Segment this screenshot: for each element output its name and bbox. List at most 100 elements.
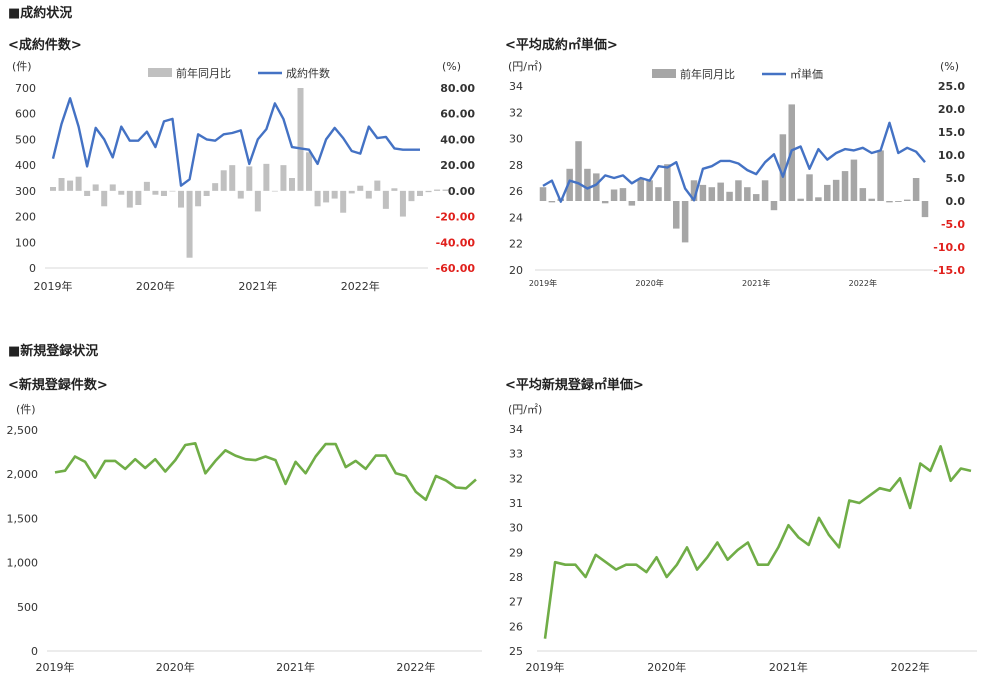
x-tick-label: 2019年 bbox=[529, 278, 557, 288]
y-tick-label: 500 bbox=[17, 601, 38, 614]
bar-yoy bbox=[365, 190, 372, 199]
y-left-tick-label: 26 bbox=[509, 185, 523, 198]
y-left-tick-label: 500 bbox=[15, 133, 36, 146]
bar-yoy bbox=[832, 179, 840, 201]
x-tick-label: 2021年 bbox=[742, 278, 770, 288]
y-left-unit-label: (件) bbox=[12, 60, 32, 73]
y-right-tick-label: 60.00 bbox=[440, 108, 475, 121]
x-tick-label: 2021年 bbox=[276, 660, 315, 674]
bar-yoy bbox=[548, 201, 556, 203]
y-right-tick-label: 80.00 bbox=[440, 82, 475, 95]
y-right-tick-label: 0.00 bbox=[448, 185, 475, 198]
bar-yoy bbox=[306, 152, 313, 191]
bar-yoy bbox=[314, 190, 321, 207]
y-right-tick-label: 5.0 bbox=[946, 172, 966, 185]
bar-yoy bbox=[280, 165, 287, 191]
bar-yoy bbox=[331, 190, 338, 199]
y-tick-label: 29 bbox=[509, 546, 523, 559]
y-tick-label: 28 bbox=[509, 571, 523, 584]
bar-yoy bbox=[593, 173, 600, 201]
y-right-tick-label: -5.0 bbox=[941, 218, 965, 231]
x-tick-label: 2022年 bbox=[396, 660, 435, 674]
bar-yoy bbox=[770, 201, 778, 211]
bar-yoy bbox=[752, 194, 760, 201]
bar-yoy bbox=[399, 190, 406, 217]
y-tick-label: 33 bbox=[509, 448, 523, 461]
bar-yoy bbox=[744, 187, 751, 201]
legend-label-bar: 前年同月比 bbox=[680, 67, 735, 81]
bar-yoy bbox=[815, 197, 822, 201]
y-tick-label: 26 bbox=[509, 620, 523, 633]
bar-yoy bbox=[912, 178, 920, 201]
series-line bbox=[51, 97, 420, 187]
bar-yoy bbox=[126, 190, 133, 208]
y-tick-label: 1,500 bbox=[7, 512, 39, 525]
bar-yoy bbox=[868, 198, 875, 201]
bar-yoy bbox=[761, 180, 769, 201]
y-right-tick-label: -60.00 bbox=[436, 262, 476, 275]
x-tick-label: 2019年 bbox=[526, 660, 565, 674]
y-tick-label: 2,500 bbox=[7, 424, 39, 437]
y-right-tick-label: -20.00 bbox=[436, 211, 476, 224]
y-tick-label: 32 bbox=[509, 472, 523, 485]
bar-yoy bbox=[434, 189, 441, 191]
bar-yoy bbox=[340, 190, 347, 213]
y-tick-label: 0 bbox=[31, 645, 38, 658]
bar-yoy bbox=[797, 198, 804, 201]
bar-yoy bbox=[271, 190, 278, 192]
bar-yoy bbox=[655, 187, 662, 201]
bar-yoy bbox=[664, 164, 671, 201]
bar-yoy bbox=[903, 199, 911, 201]
bar-yoy bbox=[263, 163, 270, 191]
bar-yoy bbox=[288, 178, 295, 191]
bar-yoy bbox=[726, 191, 733, 201]
bar-yoy bbox=[425, 190, 432, 193]
bar-yoy bbox=[417, 190, 423, 196]
bar-yoy bbox=[708, 187, 716, 201]
bar-yoy bbox=[229, 165, 236, 191]
x-tick-label: 2021年 bbox=[238, 279, 277, 293]
bar-yoy bbox=[859, 188, 867, 201]
bar-yoy bbox=[101, 190, 108, 207]
y-right-tick-label: 10.0 bbox=[938, 149, 965, 162]
y-tick-label: 31 bbox=[509, 497, 523, 510]
y-left-tick-label: 20 bbox=[509, 264, 523, 277]
bar-yoy bbox=[690, 180, 698, 201]
bar-yoy bbox=[118, 190, 125, 195]
x-tick-label: 2020年 bbox=[647, 660, 686, 674]
y-unit-label: (件) bbox=[16, 403, 36, 416]
bar-yoy bbox=[717, 182, 724, 201]
y-left-tick-label: 600 bbox=[15, 108, 36, 121]
chart-contracts-count: 700 600 500 400 300 200 100 0 80.00 60.00 40.00 20.… bbox=[12, 60, 476, 293]
y-right-tick-label: 25.0 bbox=[938, 80, 965, 93]
y-tick-label: 30 bbox=[509, 522, 523, 535]
bar-yoy bbox=[135, 190, 142, 205]
section-title-registrations: ■新規登録状況 bbox=[8, 344, 99, 359]
bar-yoy bbox=[806, 174, 813, 201]
bar-yoy bbox=[92, 184, 99, 191]
y-right-tick-label: 40.00 bbox=[440, 133, 475, 146]
y-tick-label: 34 bbox=[509, 423, 523, 436]
y-tick-label: 25 bbox=[509, 645, 523, 658]
y-tick-label: 27 bbox=[509, 596, 523, 609]
bar-yoy bbox=[323, 190, 330, 203]
bar-yoy bbox=[619, 188, 627, 201]
bar-yoy bbox=[886, 201, 893, 203]
legend-label-line: 成約件数 bbox=[286, 66, 330, 80]
y-left-tick-label: 100 bbox=[15, 236, 36, 249]
y-left-tick-label: 34 bbox=[509, 80, 523, 93]
bar-yoy bbox=[681, 201, 689, 243]
bar-yoy bbox=[646, 180, 653, 201]
x-tick-label: 2020年 bbox=[156, 660, 195, 674]
legend-label-bar: 前年同月比 bbox=[176, 66, 231, 80]
bar-yoy bbox=[143, 181, 150, 191]
bar-yoy bbox=[921, 201, 929, 218]
y-left-tick-label: 0 bbox=[29, 262, 36, 275]
y-left-unit-label: (円/㎡) bbox=[508, 60, 542, 73]
bar-yoy bbox=[841, 171, 849, 201]
y-right-tick-label: 20.0 bbox=[938, 103, 965, 116]
chart-title-contracts-count: <成約件数> bbox=[8, 38, 82, 53]
bar-yoy bbox=[297, 88, 304, 191]
bar-yoy bbox=[58, 178, 65, 191]
y-right-unit-label: (%) bbox=[442, 60, 461, 73]
